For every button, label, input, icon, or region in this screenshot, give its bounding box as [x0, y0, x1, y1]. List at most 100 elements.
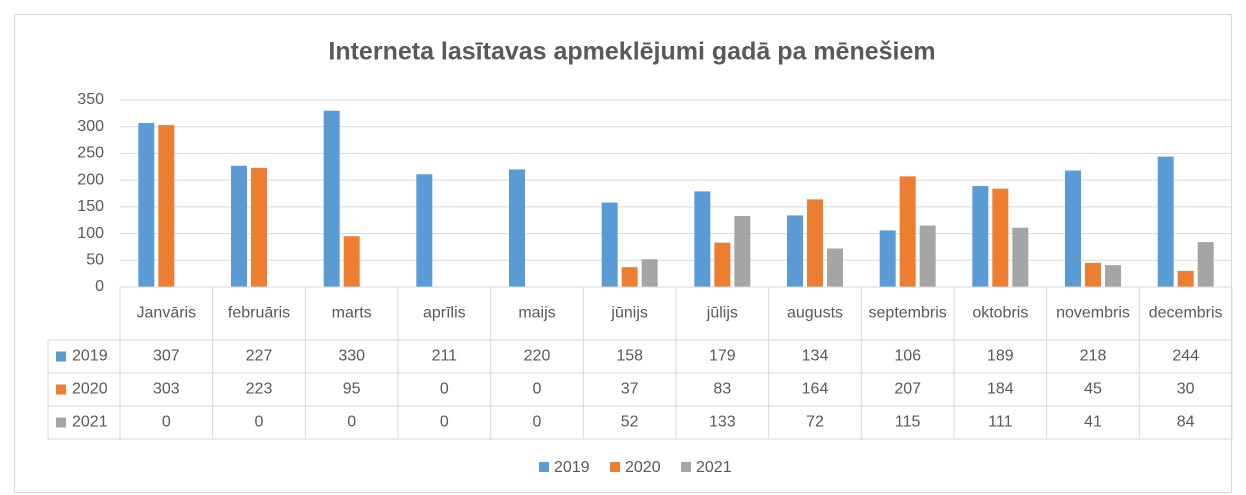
table-value: 158 — [616, 348, 643, 365]
bar — [323, 110, 340, 287]
table-value: 133 — [709, 414, 736, 431]
x-tick-label: jūnijs — [610, 305, 647, 322]
bar — [1012, 227, 1029, 287]
y-tick-label: 250 — [77, 145, 104, 162]
table-value: 111 — [988, 414, 1012, 431]
bar — [1085, 262, 1101, 287]
x-tick-label: maijs — [518, 305, 555, 322]
bar — [992, 188, 1009, 287]
table-value: 207 — [894, 381, 921, 398]
x-tick-label: marts — [332, 305, 372, 322]
table-legend-key — [56, 384, 66, 395]
x-tick-label: aprīlis — [423, 305, 466, 322]
table-value: 220 — [524, 348, 551, 365]
y-tick-label: 350 — [77, 91, 104, 108]
table-value: 0 — [533, 414, 542, 431]
x-tick-label: februāris — [228, 305, 290, 322]
table-value: 95 — [343, 381, 361, 398]
table-value: 227 — [246, 348, 273, 365]
table-value: 84 — [1177, 414, 1195, 431]
bar — [972, 186, 989, 287]
bar — [601, 202, 618, 287]
y-tick-label: 300 — [77, 118, 104, 135]
table-value: 223 — [246, 381, 273, 398]
table-value: 52 — [621, 414, 639, 431]
x-tick-label: novembris — [1056, 305, 1130, 322]
table-value: 134 — [802, 348, 829, 365]
chart-frame — [14, 14, 1232, 493]
table-series-name: 2021 — [72, 414, 108, 431]
bar — [1197, 242, 1214, 287]
x-tick-label: jūlijs — [706, 305, 738, 322]
legend-key — [539, 462, 549, 472]
y-tick-label: 50 — [86, 252, 104, 269]
bar — [827, 248, 843, 287]
y-tick-label: 0 — [95, 278, 104, 295]
x-tick-label: augusts — [787, 305, 843, 322]
table-value: 41 — [1084, 414, 1102, 431]
table-value: 115 — [895, 414, 921, 431]
x-tick-label: oktobris — [972, 305, 1028, 322]
table-legend-key — [56, 351, 66, 362]
legend-key — [681, 462, 691, 472]
table-legend-key — [56, 417, 66, 428]
chart-title: Interneta lasītavas apmeklējumi gadā pa … — [328, 38, 935, 66]
legend-label: 2019 — [554, 459, 590, 476]
table-value: 72 — [806, 414, 824, 431]
bar — [138, 122, 155, 287]
table-value: 106 — [894, 348, 921, 365]
table-value: 307 — [153, 348, 180, 365]
table-series-name: 2019 — [72, 348, 108, 365]
y-tick-label: 100 — [77, 225, 104, 242]
table-value: 179 — [709, 348, 736, 365]
bar — [641, 259, 658, 287]
bar — [694, 191, 711, 287]
bar — [787, 215, 803, 287]
table-value: 30 — [1177, 381, 1195, 398]
table-value: 45 — [1084, 381, 1102, 398]
table-value: 211 — [432, 348, 458, 365]
bar — [734, 215, 751, 287]
bar — [1105, 265, 1121, 287]
x-tick-label: decembris — [1149, 305, 1223, 322]
bar — [509, 169, 525, 287]
table-value: 189 — [987, 348, 1014, 365]
table-value: 184 — [987, 381, 1014, 398]
table-value: 164 — [802, 381, 829, 398]
table-value: 0 — [440, 381, 449, 398]
bar — [879, 230, 896, 287]
bar — [714, 242, 731, 287]
bar — [919, 225, 936, 287]
legend-label: 2021 — [696, 459, 732, 476]
table-value: 0 — [440, 414, 449, 431]
x-tick-label: Janvāris — [137, 305, 197, 322]
bar — [251, 167, 267, 287]
legend-label: 2020 — [625, 459, 661, 476]
bar — [416, 174, 433, 287]
table-value: 303 — [153, 381, 180, 398]
table-value: 0 — [255, 414, 264, 431]
table-value: 218 — [1080, 348, 1107, 365]
table-value: 37 — [621, 381, 639, 398]
y-tick-label: 150 — [77, 198, 104, 215]
bar — [231, 165, 247, 287]
table-value: 330 — [338, 348, 365, 365]
x-tick-label: septembris — [869, 305, 947, 322]
bar — [158, 125, 175, 288]
table-value: 0 — [162, 414, 171, 431]
legend-key — [610, 462, 620, 472]
table-value: 244 — [1172, 348, 1199, 365]
table-value: 0 — [533, 381, 542, 398]
bar — [807, 199, 823, 287]
bar — [1157, 156, 1174, 287]
bar — [899, 176, 916, 287]
bar — [343, 236, 360, 287]
table-value: 83 — [713, 381, 731, 398]
bar — [621, 267, 638, 287]
table-value: 0 — [347, 414, 356, 431]
bar — [1177, 270, 1194, 287]
bar — [1065, 170, 1081, 287]
table-series-name: 2020 — [72, 381, 108, 398]
y-tick-label: 200 — [77, 171, 104, 188]
